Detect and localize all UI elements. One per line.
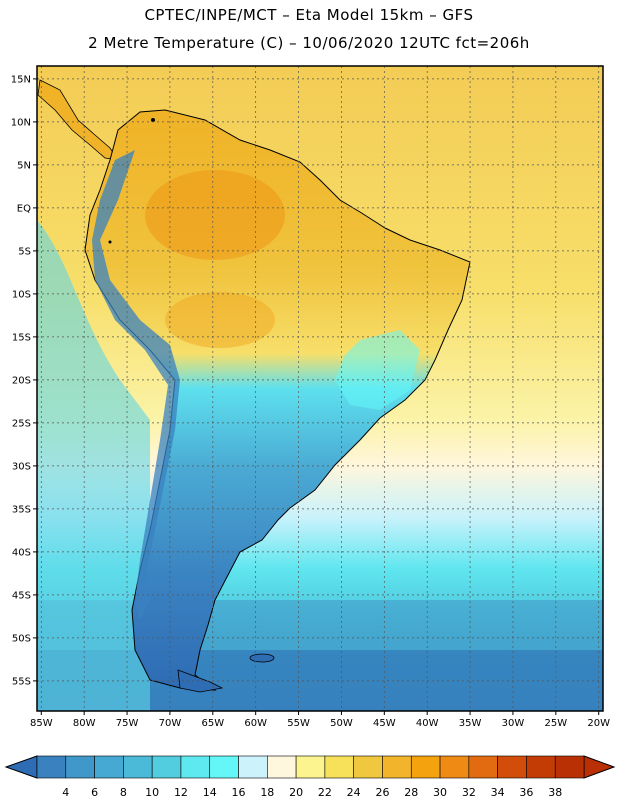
colorbar-swatch [439, 755, 470, 779]
latitude-label: 30S [12, 461, 31, 472]
longitude-label: 55W [287, 718, 310, 729]
chart-title-line2: 2 Metre Temperature (C) – 10/06/2020 12U… [88, 34, 530, 52]
latitude-label: 5N [17, 160, 31, 171]
longitude-label: 65W [201, 718, 224, 729]
colorbar-swatch [295, 755, 326, 779]
amazon-hot-core [145, 170, 285, 260]
longitude-label: 50W [330, 718, 353, 729]
andes-cold-strip [92, 150, 180, 620]
longitude-label: 25W [545, 718, 568, 729]
colorbar-label: 6 [91, 786, 98, 799]
longitude-label: 80W [73, 718, 96, 729]
colorbar-low-arrow [4, 755, 38, 779]
colorbar-label: 24 [347, 786, 361, 799]
latitude-label: EQ [17, 203, 31, 214]
longitude-label: 30W [502, 718, 525, 729]
colorbar-swatch [526, 755, 556, 779]
latitude-label: 15N [11, 74, 31, 85]
colorbar-swatch [94, 755, 124, 779]
colorbar-swatch [324, 755, 354, 779]
latitude-label: 15S [12, 332, 31, 343]
latitude-label: 35S [12, 504, 31, 515]
latitude-labels: 15N 10N 5N EQ 5S 10S 15S 20S 25S 30S 35S 40S 45S 50S 5… [11, 74, 37, 687]
latitude-label: 10N [11, 117, 31, 128]
latitude-label: 40S [12, 547, 31, 558]
colorbar-swatch [65, 755, 95, 779]
central-hot-zone [165, 292, 275, 348]
colorbar-swatch [180, 755, 211, 779]
tierra-del-fuego [177, 669, 224, 693]
colorbar-swatch [151, 755, 182, 779]
latitude-label: 5S [18, 246, 31, 257]
colorbar-swatch [382, 755, 412, 779]
longitude-label: 75W [116, 718, 139, 729]
latitude-label: 25S [12, 418, 31, 429]
colorbar-label: 32 [462, 786, 476, 799]
colorbar-swatch [468, 755, 498, 779]
colorbar-swatch [554, 755, 585, 779]
latitude-label: 45S [12, 590, 31, 601]
longitude-label: 40W [416, 718, 439, 729]
latitude-label: 10S [12, 289, 31, 300]
latitude-label: 55S [12, 676, 31, 687]
colorbar-label: 8 [120, 786, 127, 799]
colorbar: 4 6 8 10 12 14 16 18 20 22 24 26 28 30 32 34 36 38 [4, 755, 616, 799]
latitude-label: 50S [12, 633, 31, 644]
colorbar-label: 30 [433, 786, 447, 799]
pacific-cool-tongue [37, 220, 150, 711]
brazil-highlands-cool [335, 330, 420, 410]
longitude-label: 70W [159, 718, 182, 729]
longitude-labels: 85W 80W 75W 70W 65W 60W 55W 50W 45W 40W 35W 30W 25W 2… [30, 711, 610, 729]
colorbar-label: 34 [491, 786, 505, 799]
latitude-label: 20S [12, 375, 31, 386]
colorbar-label: 36 [519, 786, 533, 799]
colorbar-label: 4 [62, 786, 69, 799]
colorbar-swatch [353, 755, 383, 779]
colorbar-label: 38 [548, 786, 562, 799]
colorbar-swatch [238, 755, 268, 779]
caribbean-island [151, 118, 155, 122]
longitude-label: 60W [244, 718, 267, 729]
colorbar-label: 20 [289, 786, 303, 799]
colorbar-swatch [209, 755, 239, 779]
longitude-label: 35W [459, 718, 482, 729]
longitude-label: 20W [587, 718, 610, 729]
colorbar-swatch [123, 755, 153, 779]
colorbar-label: 10 [145, 786, 159, 799]
colorbar-label: 26 [375, 786, 389, 799]
colorbar-high-arrow [583, 755, 616, 779]
map-field [37, 66, 603, 711]
colorbar-label: 12 [174, 786, 188, 799]
colorbar-swatch [410, 755, 441, 779]
colorbar-swatch [36, 755, 67, 779]
colorbar-label: 16 [232, 786, 246, 799]
colorbar-swatch [267, 755, 297, 779]
coastal-island [108, 240, 112, 244]
graticule [37, 66, 603, 711]
falkland-islands [249, 653, 275, 663]
map-frame [36, 65, 604, 712]
colorbar-label: 14 [203, 786, 217, 799]
longitude-label: 45W [373, 718, 396, 729]
chart-title-line1: CPTEC/INPE/MCT – Eta Model 15km – GFS [144, 6, 474, 24]
colorbar-swatch [497, 755, 527, 779]
longitude-label: 85W [30, 718, 53, 729]
colorbar-label: 18 [260, 786, 274, 799]
colorbar-label: 28 [404, 786, 418, 799]
colorbar-label: 22 [318, 786, 332, 799]
